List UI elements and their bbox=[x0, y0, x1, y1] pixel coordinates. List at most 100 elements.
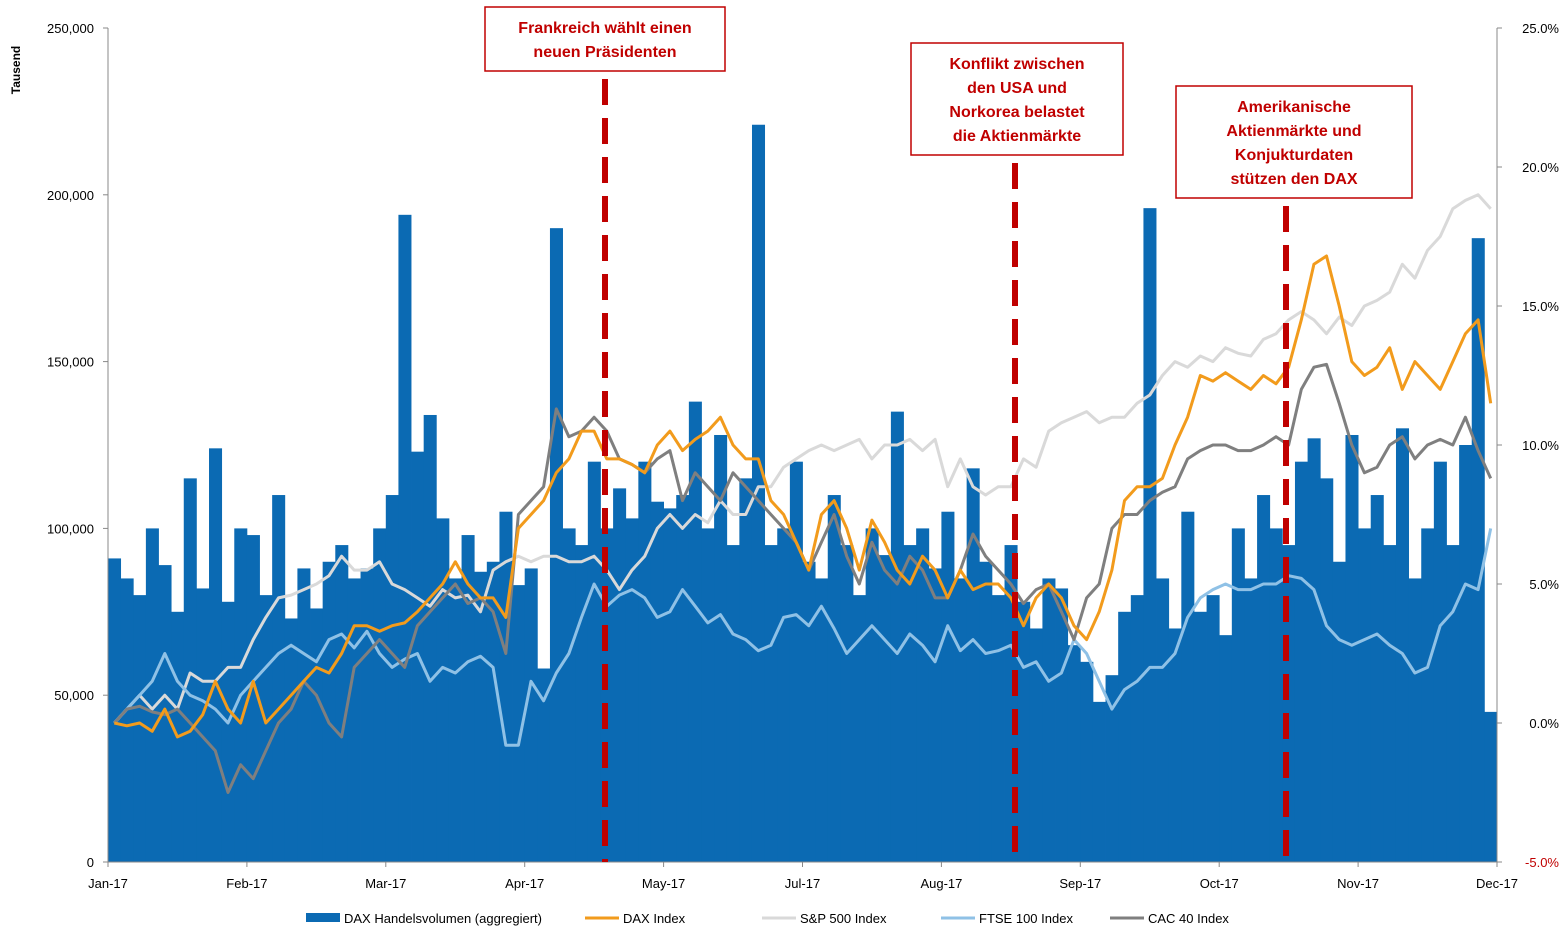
volume-bar bbox=[789, 461, 803, 862]
annotation-box bbox=[1175, 85, 1413, 199]
index-line bbox=[113, 254, 1493, 739]
volume-bar bbox=[297, 568, 311, 862]
y-tick-label: 100,000 bbox=[47, 521, 94, 536]
volume-bar bbox=[196, 588, 210, 862]
volume-bar bbox=[1055, 588, 1069, 862]
volume-bar bbox=[385, 495, 399, 862]
volume-bar bbox=[1408, 578, 1422, 862]
volume-bar bbox=[751, 124, 766, 862]
volume-bar bbox=[676, 495, 690, 862]
volume-bar bbox=[1080, 661, 1094, 862]
volume-bar bbox=[650, 501, 664, 862]
volume-bar bbox=[928, 568, 942, 862]
volume-bar bbox=[436, 518, 450, 862]
volume-bar bbox=[1294, 461, 1308, 862]
legend-label: CAC 40 Index bbox=[1148, 911, 1229, 926]
volume-bar bbox=[625, 518, 639, 862]
y2-tick-label: 20.0% bbox=[1522, 160, 1559, 175]
volume-bar bbox=[878, 555, 892, 862]
volume-bar bbox=[827, 495, 841, 862]
x-tick-label: Sep-17 bbox=[1059, 876, 1101, 891]
volume-bar bbox=[183, 478, 197, 862]
volume-bar bbox=[916, 528, 930, 862]
volume-bar bbox=[903, 545, 917, 862]
legend-label: DAX Index bbox=[623, 911, 686, 926]
volume-bar bbox=[537, 668, 551, 862]
volume-bar bbox=[133, 595, 147, 862]
annotation-text: Konflikt zwischen bbox=[949, 56, 1084, 73]
x-tick-label: Mar-17 bbox=[365, 876, 406, 891]
x-tick-label: Oct-17 bbox=[1200, 876, 1239, 891]
volume-bar bbox=[373, 528, 387, 862]
volume-bar bbox=[1332, 561, 1346, 862]
volume-bar bbox=[1320, 478, 1334, 862]
volume-bar bbox=[549, 228, 563, 862]
volume-bar bbox=[941, 511, 955, 862]
x-tick-label: Jul-17 bbox=[785, 876, 820, 891]
volume-bar bbox=[524, 568, 538, 862]
x-tick-label: Jan-17 bbox=[88, 876, 128, 891]
x-tick-label: Apr-17 bbox=[505, 876, 544, 891]
volume-bar bbox=[347, 578, 361, 862]
volume-bar bbox=[575, 545, 589, 862]
volume-bar bbox=[360, 568, 374, 862]
volume-bar bbox=[966, 468, 980, 862]
annotation-box bbox=[910, 42, 1124, 156]
y2-tick-label: 15.0% bbox=[1522, 299, 1559, 314]
volume-bar bbox=[1029, 628, 1043, 862]
annotation-text: Konjukturdaten bbox=[1235, 147, 1353, 164]
x-tick-label: Nov-17 bbox=[1337, 876, 1379, 891]
volume-bar bbox=[865, 528, 879, 862]
volume-bar bbox=[638, 461, 652, 862]
volume-bar bbox=[663, 508, 677, 862]
volume-bar bbox=[890, 411, 904, 862]
volume-bar bbox=[120, 578, 134, 862]
annotation-text: neuen Präsidenten bbox=[533, 44, 676, 61]
annotation-box bbox=[484, 6, 726, 72]
volume-bar bbox=[802, 561, 816, 862]
legend-swatch bbox=[306, 913, 340, 922]
volume-bar bbox=[221, 601, 235, 862]
volume-bar bbox=[979, 561, 993, 862]
volume-bar bbox=[1017, 601, 1031, 862]
volume-bar bbox=[562, 528, 576, 862]
volume-bar bbox=[1446, 545, 1460, 862]
y-tick-label: 200,000 bbox=[47, 188, 94, 203]
volume-bar bbox=[1004, 545, 1018, 862]
volume-bar bbox=[448, 578, 462, 862]
volume-bar bbox=[1358, 528, 1372, 862]
volume-bar bbox=[398, 214, 412, 863]
volume-bar bbox=[1345, 434, 1359, 862]
x-tick-label: Feb-17 bbox=[226, 876, 267, 891]
volume-bar bbox=[1257, 495, 1271, 862]
volume-bar bbox=[613, 488, 627, 862]
annotation-text: stützen den DAX bbox=[1230, 171, 1357, 188]
volume-bar bbox=[1042, 578, 1056, 862]
volume-bar bbox=[1193, 611, 1207, 862]
volume-bar bbox=[108, 558, 122, 862]
volume-bar bbox=[714, 434, 728, 862]
y-tick-label: 150,000 bbox=[47, 355, 94, 370]
volume-bar bbox=[701, 528, 715, 862]
volume-bar bbox=[335, 545, 349, 862]
y-tick-label: 0 bbox=[87, 855, 94, 870]
annotation-text: den USA und bbox=[967, 80, 1067, 97]
volume-bar bbox=[1118, 611, 1132, 862]
volume-bar bbox=[726, 545, 740, 862]
volume-bar bbox=[1484, 711, 1498, 862]
volume-bar bbox=[587, 461, 601, 862]
y2-tick-label: 25.0% bbox=[1522, 21, 1559, 36]
volume-bar bbox=[259, 595, 273, 862]
volume-bar bbox=[423, 414, 437, 862]
volume-bar bbox=[474, 571, 488, 862]
volume-bar bbox=[1130, 595, 1144, 862]
volume-bar bbox=[815, 578, 829, 862]
volume-bar bbox=[1219, 635, 1233, 862]
volume-bar bbox=[1282, 545, 1296, 862]
legend-label: DAX Handelsvolumen (aggregiert) bbox=[344, 911, 542, 926]
y2-tick-label: 0.0% bbox=[1529, 716, 1559, 731]
volume-bar bbox=[486, 561, 500, 862]
annotation-text: Aktienmärkte und bbox=[1226, 123, 1361, 140]
volume-bar bbox=[1370, 495, 1384, 862]
